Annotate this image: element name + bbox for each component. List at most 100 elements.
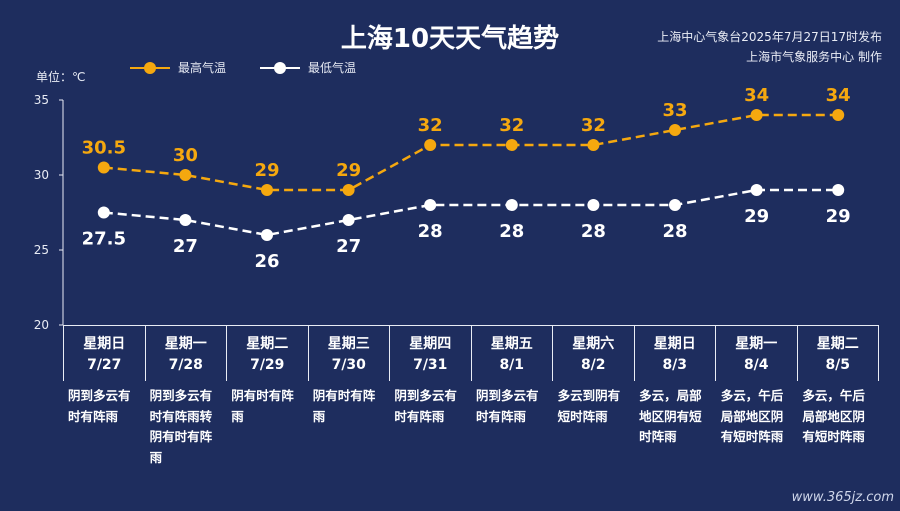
high-temp-point [97, 161, 110, 174]
y-tick-label: 30 [34, 168, 49, 182]
low-temp-point [261, 229, 273, 241]
temperature-chart: 20 25 30 35 30.5 30 29 29 32 32 32 33 34 34 27.5 27 26 27… [34, 85, 851, 330]
day-date: 7/30 [331, 357, 366, 373]
day-header-cell: 星期日 7/27 [63, 326, 146, 381]
low-temp-label: 27.5 [82, 229, 126, 250]
low-temp-point [179, 214, 192, 226]
issuer-line: 上海中心气象台2025年7月27日17时发布 [657, 30, 882, 44]
day-weather-desc: 多云，午后局部地区阴有短时阵雨 [802, 388, 865, 444]
day-header-cell: 星期四 7/31 [390, 326, 472, 381]
high-temp-label: 29 [336, 160, 361, 181]
low-temp-label: 28 [581, 221, 606, 242]
high-temp-point [179, 169, 192, 181]
low-temp-label: 26 [254, 251, 279, 272]
low-temp-label: 27 [173, 236, 198, 257]
day-weather-desc: 阴有时有阵雨 [312, 388, 376, 424]
day-header-row: 星期日 7/27 星期一 7/28 星期二 7/29 星期三 7/30 星期四 7/31 星期五 8/… [63, 325, 879, 381]
day-header-cell: 星期二 8/5 [798, 326, 879, 381]
day-weather-desc: 阴到多云有时有阵雨 [475, 388, 539, 424]
high-temp-label: 32 [499, 115, 524, 136]
legend-low-swatch [260, 61, 300, 74]
day-date: 7/27 [87, 357, 122, 373]
high-temp-point [587, 139, 600, 151]
day-weather-desc: 多云，午后局部地区阴有短时阵雨 [720, 388, 784, 444]
high-temp-label: 32 [418, 115, 443, 136]
day-weekday: 星期五 [490, 336, 533, 352]
day-header-cell: 星期二 7/29 [227, 326, 309, 381]
legend-high: 最高气温 [130, 59, 226, 76]
day-date: 7/29 [250, 357, 285, 373]
high-temp-point [261, 184, 273, 196]
low-temp-line [103, 188, 839, 237]
low-temp-point [424, 199, 437, 211]
high-temp-line [103, 113, 839, 192]
weather-desc-row: 阴到多云有时有阵雨 阴到多云有时有阵雨转阴有时有阵雨 阴有时有阵雨 阴有时有阵雨 阴到多… [63, 386, 879, 468]
y-tick-label: 35 [34, 93, 49, 107]
legend-low-label: 最低气温 [308, 61, 357, 75]
day-weather-desc: 阴到多云有时有阵雨 [68, 388, 131, 424]
day-weather-desc: 阴到多云有时有阵雨转阴有时有阵雨 [149, 388, 213, 465]
high-temp-point [750, 109, 763, 121]
low-temp-label: 27 [336, 236, 361, 257]
day-header-cell: 星期六 8/2 [553, 326, 635, 381]
low-temp-point [750, 184, 763, 196]
day-weather-desc: 阴到多云有时有阵雨 [394, 388, 457, 424]
day-weekday: 星期日 [83, 336, 126, 352]
day-date: 7/28 [168, 357, 203, 373]
low-temp-point [669, 199, 681, 211]
day-header-cell: 星期五 8/1 [472, 326, 553, 381]
day-date: 8/2 [580, 357, 606, 373]
day-date: 7/31 [413, 357, 448, 373]
day-date: 8/5 [825, 357, 851, 373]
low-temp-point [505, 199, 518, 211]
day-weekday: 星期三 [327, 336, 370, 352]
day-weekday: 星期一 [164, 336, 207, 352]
day-date: 8/3 [662, 357, 688, 373]
low-temp-point [342, 214, 355, 226]
high-temp-label: 30 [173, 145, 198, 166]
low-temp-label: 28 [499, 221, 524, 242]
low-temp-label: 28 [662, 221, 687, 242]
legend-high-label: 最高气温 [178, 61, 227, 75]
y-tick-label: 20 [34, 318, 49, 330]
high-temp-label: 33 [662, 100, 687, 121]
high-temp-point [505, 139, 518, 151]
producer-line: 上海市气象服务中心 制作 [746, 50, 882, 64]
day-header-cell: 星期一 7/28 [146, 326, 227, 381]
day-weekday: 星期一 [735, 336, 778, 352]
y-tick-label: 25 [34, 243, 49, 257]
day-header-cell: 星期一 8/4 [716, 326, 798, 381]
high-temp-label: 30.5 [82, 138, 126, 159]
day-weekday: 星期二 [246, 336, 289, 352]
day-weekday: 星期六 [572, 336, 615, 352]
high-temp-label: 34 [826, 85, 851, 106]
high-temp-label: 34 [744, 85, 769, 106]
legend-high-swatch [130, 61, 170, 74]
legend-low: 最低气温 [260, 59, 356, 76]
high-temp-label: 32 [581, 115, 606, 136]
low-temp-point [587, 199, 600, 211]
unit-label: 单位：℃ [36, 70, 86, 84]
day-weekday: 星期四 [409, 336, 452, 352]
low-temp-label: 29 [744, 206, 769, 227]
day-weather-desc: 多云，局部地区阴有短时阵雨 [639, 388, 702, 444]
day-date: 8/4 [743, 357, 769, 373]
day-header-cell: 星期三 7/30 [309, 326, 390, 381]
low-temp-point [832, 184, 845, 196]
high-temp-point [832, 109, 845, 121]
high-temp-point [424, 139, 437, 151]
high-temp-label: 29 [254, 160, 279, 181]
day-weekday: 星期日 [653, 336, 696, 352]
watermark: www.365jz.com [791, 490, 894, 505]
day-weather-desc: 阴有时有阵雨 [231, 388, 294, 424]
low-temp-point [97, 206, 110, 219]
chart-title: 上海10天天气趋势 [340, 24, 560, 54]
high-temp-point [342, 184, 355, 196]
day-date: 8/1 [499, 357, 525, 373]
day-weather-desc: 多云到阴有短时阵雨 [557, 388, 621, 424]
issuer-info: 上海中心气象台2025年7月27日17时发布 上海市气象服务中心 制作 [657, 27, 882, 67]
day-weekday: 星期二 [816, 336, 859, 352]
day-header-cell: 星期日 8/3 [635, 326, 716, 381]
low-temp-label: 29 [826, 206, 851, 227]
high-temp-point [669, 124, 681, 136]
